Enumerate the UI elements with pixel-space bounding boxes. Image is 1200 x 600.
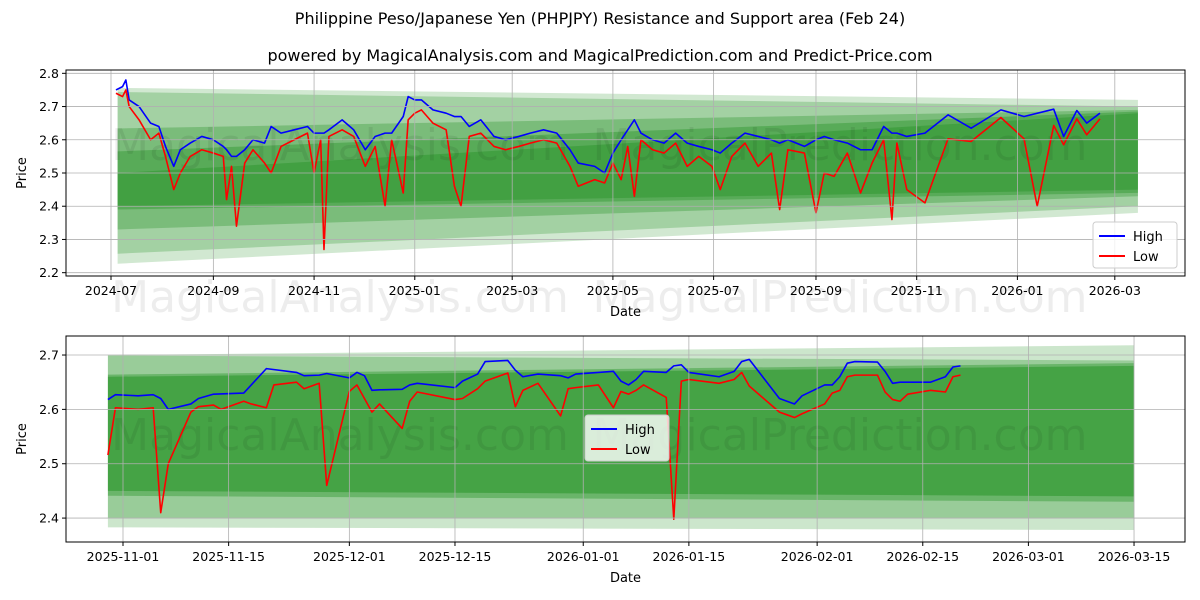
x-tick-label: 2026-01 [991,283,1043,298]
chart-1: MagicalAnalysis.com MagicalPrediction.com… [15,66,1186,323]
watermark: MagicalAnalysis.com [111,272,569,323]
watermark: MagicalPrediction.com [593,410,1088,461]
y-tick-label: 2.5 [39,166,59,181]
legend-label-high: High [1133,230,1163,245]
y-tick-label: 2.5 [39,456,59,471]
y-tick-label: 2.3 [39,232,59,247]
x-tick-label: 2026-03-01 [992,549,1065,564]
x-tick-label: 2025-03 [486,283,538,298]
chart-subtitle: powered by MagicalAnalysis.com and Magic… [267,46,933,65]
plot-area: MagicalAnalysis.com MagicalPrediction.com [111,79,1138,264]
legend-label-low: Low [625,443,651,458]
y-tick-label: 2.6 [39,132,59,147]
x-tick-label: 2025-09 [790,283,842,298]
y-tick-label: 2.8 [39,66,59,81]
x-axis-label: Date [610,571,641,586]
y-tick-label: 2.4 [39,199,59,214]
x-tick-label: 2025-01 [389,283,441,298]
x-tick-label: 2026-02-15 [886,549,959,564]
x-tick-label: 2025-11-15 [192,549,265,564]
x-tick-label: 2026-01-15 [653,549,726,564]
x-tick-label: 2025-11 [891,283,943,298]
watermark: MagicalPrediction.com [593,120,1088,171]
x-tick-label: 2026-03 [1089,283,1141,298]
support-resistance-band [117,87,1138,264]
watermark: MagicalAnalysis.com [111,120,569,171]
x-tick-label: 2025-07 [687,283,739,298]
legend: High Low [584,414,670,462]
y-axis-label: Price [15,423,30,455]
x-tick-label: 2026-03-15 [1098,549,1171,564]
x-tick-label: 2025-12-01 [313,549,386,564]
high-series-line [107,358,961,411]
low-series-line [107,371,961,520]
legend-label-low: Low [1133,250,1159,265]
y-axis-label: Price [15,157,30,189]
support-resistance-band [117,113,1138,207]
y-tick-label: 2.2 [39,265,59,280]
y-tick-label: 2.6 [39,402,59,417]
x-axis-label: Date [610,305,641,320]
support-resistance-band [117,111,1138,210]
y-tick-label: 2.7 [39,99,59,114]
x-tick-label: 2025-11-01 [87,549,160,564]
x-tick-label: 2026-02-01 [781,549,854,564]
x-tick-label: 2025-12-15 [419,549,492,564]
low-series-line [115,89,1101,251]
x-tick-label: 2024-07 [85,283,137,298]
y-tick-label: 2.4 [39,511,59,526]
legend-label-high: High [625,423,655,438]
legend: High Low [1092,221,1178,269]
high-series-line [115,79,1101,174]
axes-frame [65,335,1186,543]
chart-title: Philippine Peso/Japanese Yen (PHPJPY) Re… [294,9,906,28]
y-tick-label: 2.7 [39,348,59,363]
x-tick-label: 2024-11 [288,283,340,298]
x-tick-label: 2025-05 [587,283,639,298]
axes-frame [65,69,1186,277]
chart-2: MagicalAnalysis.com MagicalPrediction.com… [15,335,1186,586]
x-tick-label: 2024-09 [187,283,239,298]
watermark: MagicalPrediction.com [593,272,1088,323]
x-tick-label: 2026-01-01 [547,549,620,564]
